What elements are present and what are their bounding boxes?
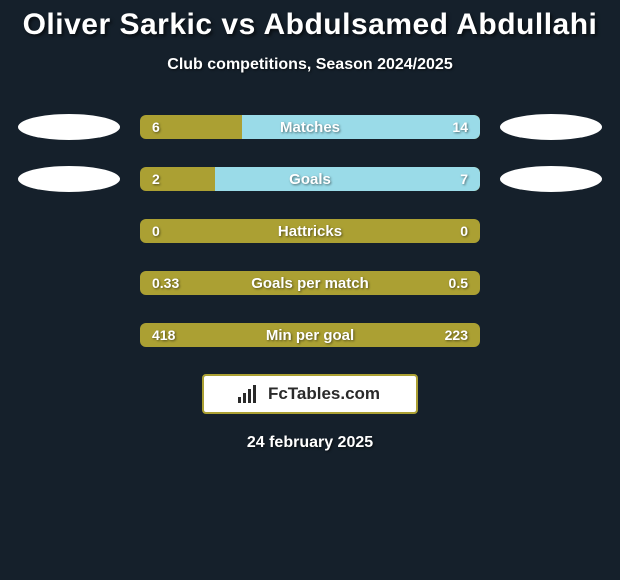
stat-row: 0.330.5Goals per match	[0, 270, 620, 296]
brand-badge-inner: FcTables.com	[204, 376, 416, 412]
stat-row: 614Matches	[0, 114, 620, 140]
page-title: Oliver Sarkic vs Abdulsamed Abdullahi	[0, 8, 620, 42]
player-right-marker	[500, 114, 602, 140]
subtitle: Club competitions, Season 2024/2025	[0, 56, 620, 74]
stat-rows: 614Matches 27Goals 00Hattricks 0.330.5Goals…	[0, 114, 620, 348]
spacer	[500, 218, 602, 244]
spacer	[18, 270, 120, 296]
player-left-marker	[18, 114, 120, 140]
stat-bar: 418223Min per goal	[140, 323, 480, 347]
stat-label: Goals	[140, 167, 480, 191]
stat-row: 27Goals	[0, 166, 620, 192]
stat-bar: 27Goals	[140, 167, 480, 191]
player-right-marker	[500, 166, 602, 192]
spacer	[18, 322, 120, 348]
barchart-icon	[238, 385, 260, 403]
stat-row: 00Hattricks	[0, 218, 620, 244]
stat-bar: 0.330.5Goals per match	[140, 271, 480, 295]
stat-label: Goals per match	[140, 271, 480, 295]
spacer	[500, 322, 602, 348]
stat-row: 418223Min per goal	[0, 322, 620, 348]
stat-bar: 00Hattricks	[140, 219, 480, 243]
brand-badge: FcTables.com	[202, 374, 418, 414]
spacer	[18, 218, 120, 244]
date-line: 24 february 2025	[0, 434, 620, 452]
brand-text: FcTables.com	[266, 384, 382, 404]
stat-bar: 614Matches	[140, 115, 480, 139]
stat-label: Hattricks	[140, 219, 480, 243]
spacer	[500, 270, 602, 296]
player-left-marker	[18, 166, 120, 192]
stat-label: Min per goal	[140, 323, 480, 347]
comparison-infographic: Oliver Sarkic vs Abdulsamed Abdullahi Cl…	[0, 0, 620, 452]
stat-label: Matches	[140, 115, 480, 139]
